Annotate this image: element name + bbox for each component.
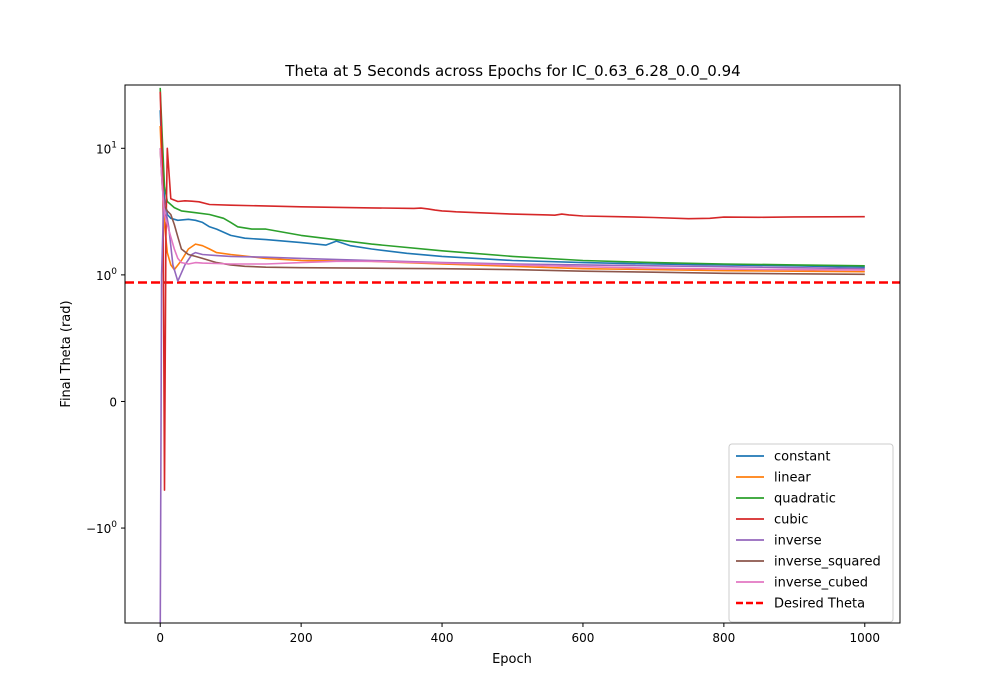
y-axis: 101 100 0 −100 bbox=[86, 140, 125, 536]
legend-label: inverse_squared bbox=[774, 555, 881, 570]
x-tick-label: 0 bbox=[156, 631, 164, 645]
legend-label: linear bbox=[774, 471, 811, 486]
legend-label: constant bbox=[774, 450, 831, 465]
legend-item-inverse: inverse bbox=[736, 534, 822, 549]
legend-label: cubic bbox=[774, 513, 808, 528]
plot-area bbox=[125, 87, 900, 623]
legend-label: quadratic bbox=[774, 492, 836, 507]
legend: constant linear quadratic cubic inverse inver… bbox=[728, 443, 894, 623]
y-tick-label: −100 bbox=[86, 520, 117, 536]
x-tick-label: 1000 bbox=[849, 631, 880, 645]
y-tick-label: 0 bbox=[109, 395, 117, 409]
legend-box bbox=[728, 443, 894, 623]
series-line-inverse-cubed bbox=[159, 148, 865, 271]
series-line-inverse-squared bbox=[159, 148, 865, 276]
x-axis-label: Epoch bbox=[492, 652, 532, 667]
legend-item-linear: linear bbox=[736, 471, 811, 486]
legend-item-cubic: cubic bbox=[736, 513, 808, 528]
legend-label: inverse_cubed bbox=[774, 576, 868, 591]
x-tick-label: 600 bbox=[572, 631, 595, 645]
legend-item-constant: constant bbox=[736, 450, 831, 465]
series-line-linear bbox=[159, 125, 865, 273]
legend-label: inverse bbox=[774, 534, 822, 549]
legend-item-desired-theta: Desired Theta bbox=[736, 597, 865, 612]
y-axis-label: Final Theta (rad) bbox=[59, 300, 74, 407]
x-tick-label: 200 bbox=[290, 631, 313, 645]
legend-label: Desired Theta bbox=[774, 597, 865, 612]
x-tick-label: 400 bbox=[431, 631, 454, 645]
legend-item-quadratic: quadratic bbox=[736, 492, 836, 507]
series-line-cubic bbox=[159, 91, 865, 491]
y-tick-label: 100 bbox=[96, 267, 117, 283]
chart-title: Theta at 5 Seconds across Epochs for IC_… bbox=[284, 62, 740, 81]
plot-frame bbox=[124, 84, 901, 624]
x-axis: 0 200 400 600 800 1000 bbox=[156, 623, 880, 645]
legend-item-inverse-squared: inverse_squared bbox=[736, 555, 881, 570]
x-tick-label: 800 bbox=[712, 631, 735, 645]
legend-item-inverse-cubed: inverse_cubed bbox=[736, 576, 868, 591]
series-line-quadratic bbox=[159, 87, 865, 267]
y-tick-label: 101 bbox=[96, 140, 117, 156]
series-lines bbox=[125, 87, 900, 623]
series-line-inverse bbox=[159, 197, 865, 623]
